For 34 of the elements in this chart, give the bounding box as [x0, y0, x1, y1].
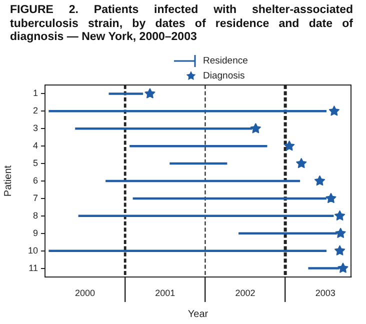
- point: [296, 158, 307, 168]
- y-tick-label: 11: [28, 262, 38, 273]
- point: [284, 140, 295, 151]
- bar: [48, 110, 326, 112]
- point: [314, 176, 326, 186]
- bar: [108, 92, 144, 95]
- y-tick-label: 6: [32, 175, 38, 186]
- point: [326, 192, 336, 203]
- x-axis-title: Year: [188, 308, 209, 320]
- y-tick-label: 7: [32, 192, 38, 203]
- y-tick-label: 10: [28, 245, 38, 256]
- point: [335, 228, 346, 238]
- y-tick-label: 2: [32, 106, 38, 116]
- point: [338, 262, 348, 273]
- chart-title: FIGURE 2. Patients infected with shelter-associated tuberculosis strain, by dates of residence and date of diagnosis — New York, 2000–2003: [10, 4, 353, 44]
- legend-label: Diagnosis: [203, 70, 245, 82]
- point: [144, 88, 156, 98]
- point: [250, 123, 261, 134]
- bar: [48, 250, 326, 252]
- y-tick-label: 8: [32, 210, 38, 220]
- y-axis-title: Patient: [2, 165, 14, 197]
- y-tick-label: 5: [32, 158, 38, 168]
- point: [334, 245, 346, 256]
- y-tick-label: 4: [32, 140, 38, 151]
- point: [328, 106, 340, 116]
- point: [334, 210, 346, 220]
- y-tick-label: 3: [32, 123, 38, 134]
- x-tick-label: 2002: [235, 288, 256, 298]
- y-tick-label: 9: [32, 228, 38, 238]
- x-tick-label: 2001: [155, 288, 176, 298]
- legend-label: Residence: [203, 56, 248, 67]
- y-tick-label: 1: [32, 88, 38, 98]
- x-tick-label: 2003: [315, 288, 336, 298]
- x-tick-label: 2000: [75, 288, 96, 298]
